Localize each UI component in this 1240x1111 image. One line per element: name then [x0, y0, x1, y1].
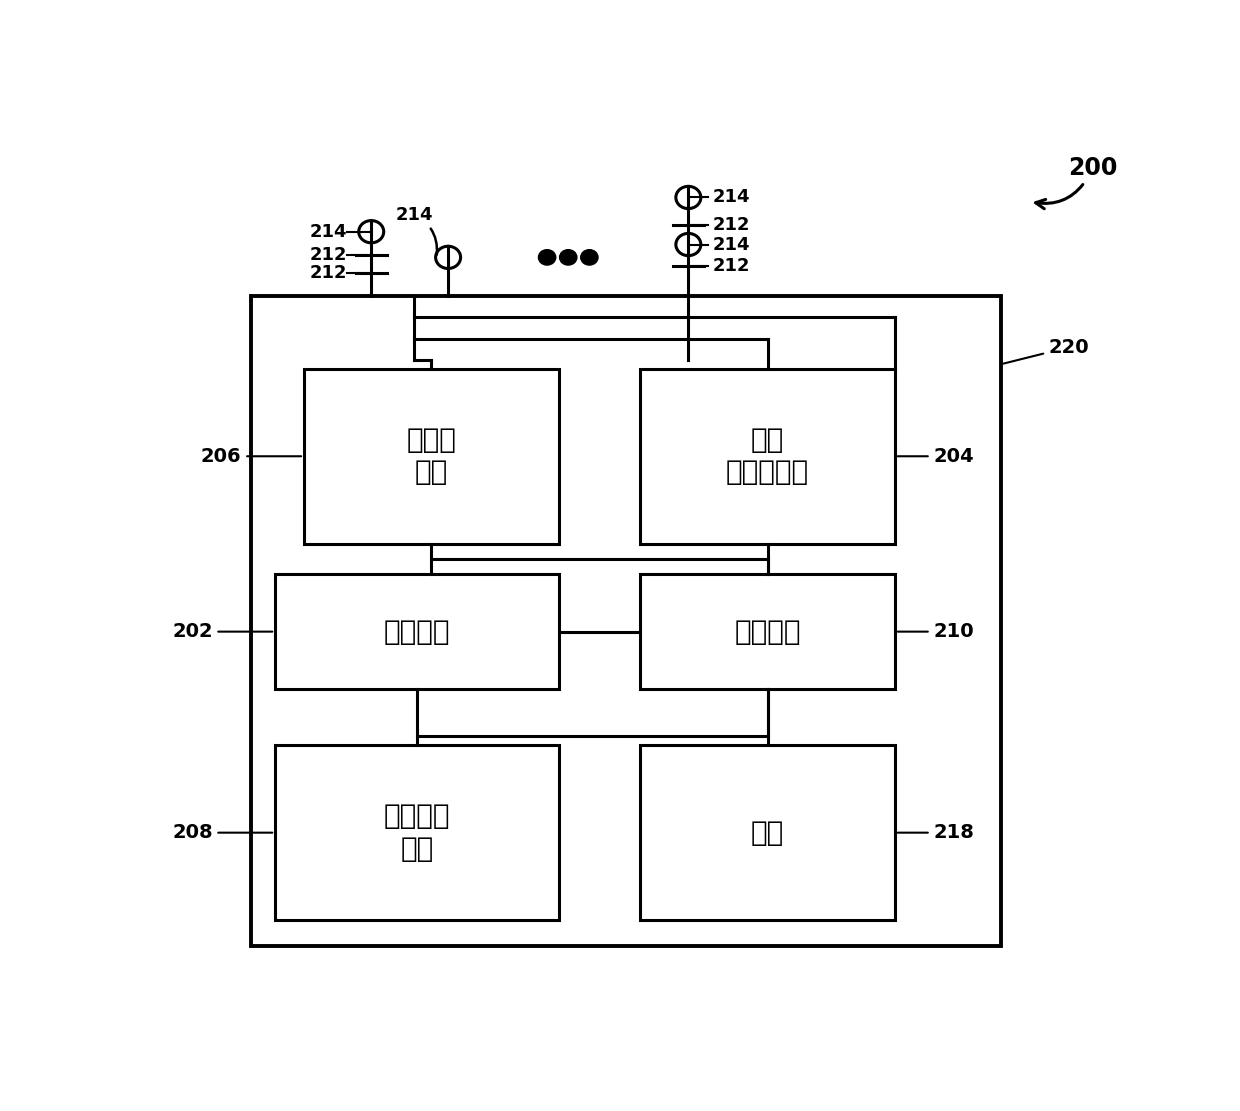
- Text: 206: 206: [201, 447, 301, 466]
- Text: 电池: 电池: [751, 819, 784, 847]
- Text: 脉冲
发生器模块: 脉冲 发生器模块: [727, 426, 810, 487]
- Text: 212: 212: [310, 246, 347, 263]
- Text: 214: 214: [396, 206, 436, 254]
- Bar: [640, 745, 895, 920]
- Bar: [640, 369, 895, 544]
- Text: 214: 214: [713, 189, 750, 207]
- Text: 电感测
模块: 电感测 模块: [407, 426, 456, 487]
- Bar: [250, 296, 1001, 947]
- Text: 200: 200: [1035, 156, 1117, 209]
- Text: 通信模块: 通信模块: [383, 618, 450, 645]
- Text: 机械感测
模块: 机械感测 模块: [383, 802, 450, 863]
- Bar: [640, 574, 895, 689]
- Bar: [275, 745, 558, 920]
- Text: 214: 214: [713, 236, 750, 253]
- Text: 208: 208: [172, 823, 273, 842]
- Text: 210: 210: [898, 622, 975, 641]
- Circle shape: [538, 250, 556, 266]
- Bar: [304, 369, 559, 544]
- Text: 218: 218: [898, 823, 975, 842]
- Text: 202: 202: [172, 622, 273, 641]
- Text: 处理模块: 处理模块: [734, 618, 801, 645]
- Circle shape: [580, 250, 598, 266]
- Text: 220: 220: [1003, 338, 1090, 363]
- Text: 204: 204: [898, 447, 975, 466]
- Text: 212: 212: [713, 216, 750, 233]
- Bar: [275, 574, 558, 689]
- Circle shape: [559, 250, 577, 266]
- Text: 212: 212: [713, 257, 750, 274]
- Text: 214: 214: [310, 222, 347, 241]
- Text: 212: 212: [310, 263, 347, 282]
